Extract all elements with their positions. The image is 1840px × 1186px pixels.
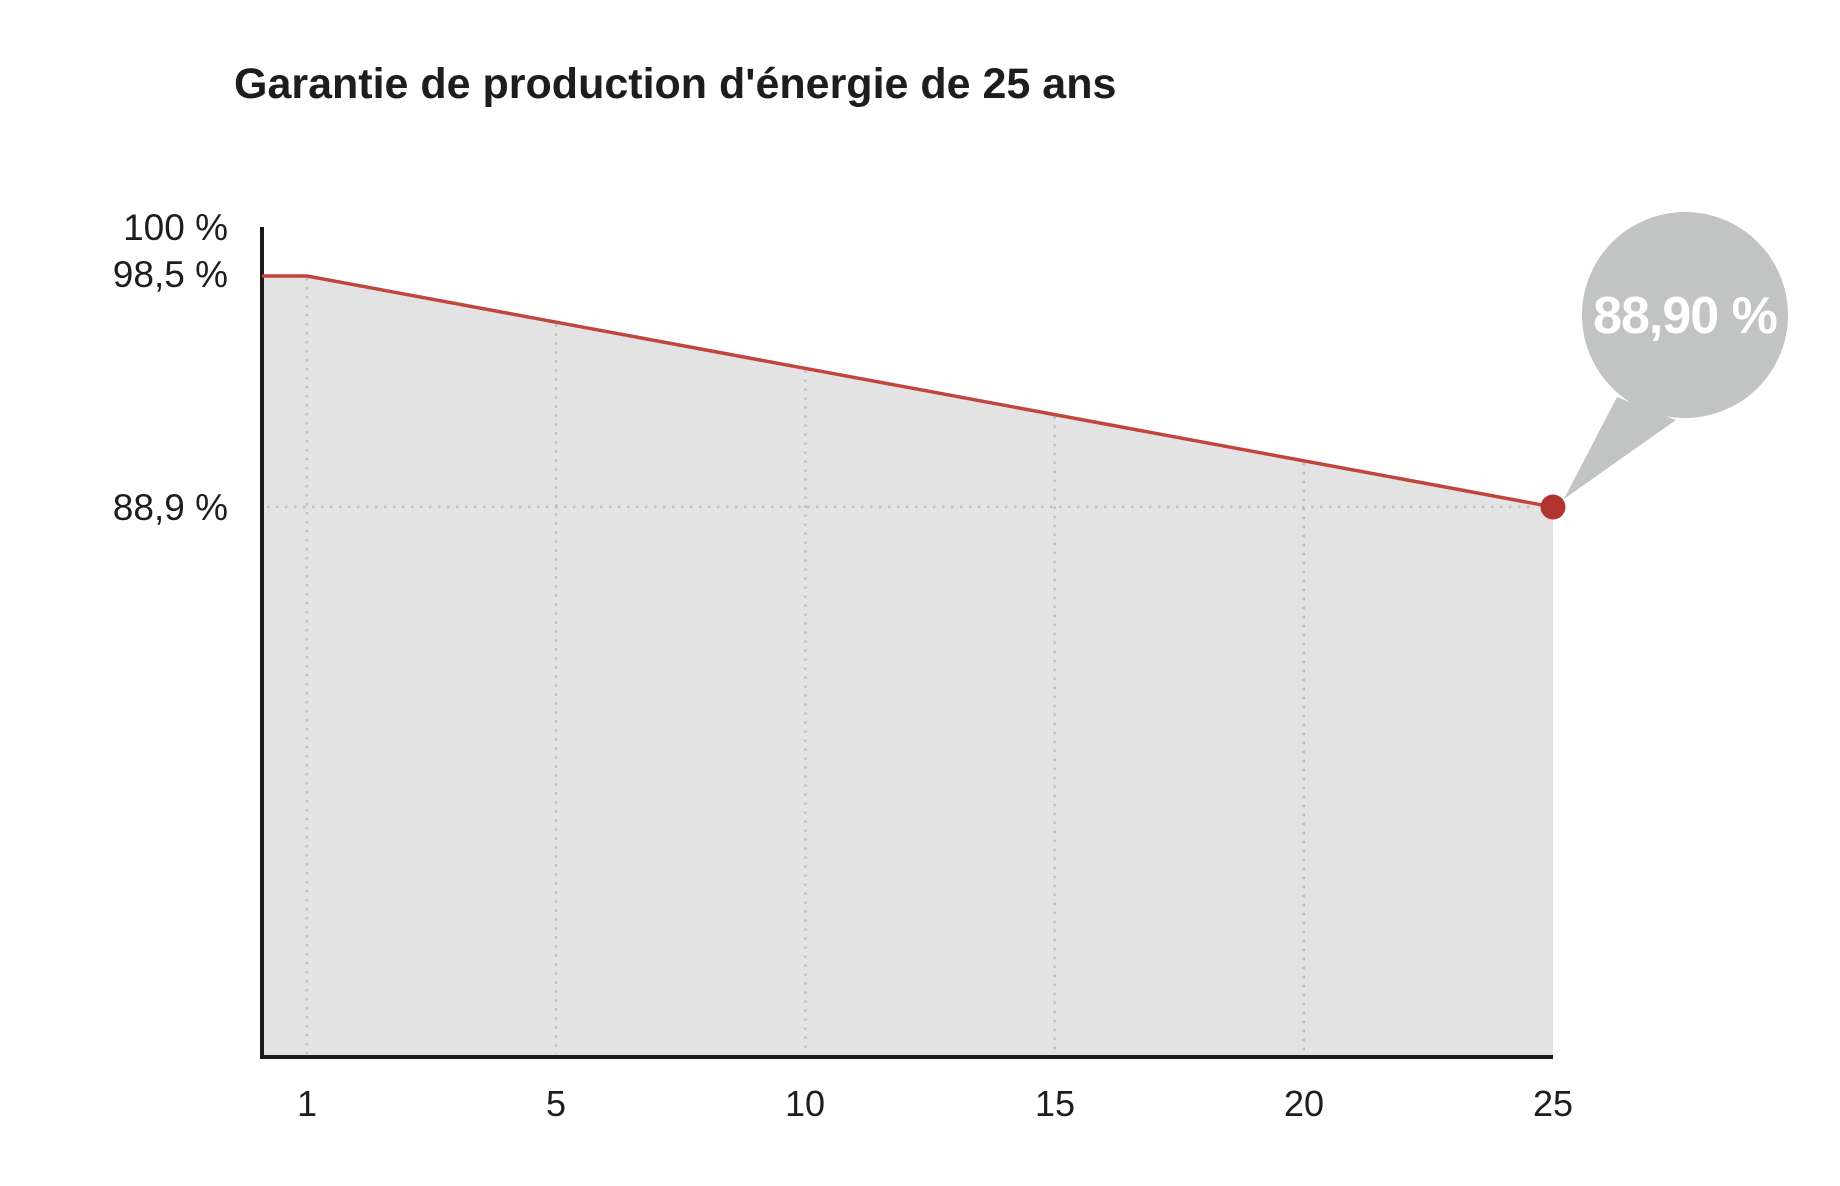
- callout-bubble: [1582, 212, 1788, 418]
- vertical-gridlines: [305, 278, 1306, 1054]
- x-tick-label-5: 5: [545, 1083, 567, 1124]
- end-point-dot: [1540, 494, 1566, 520]
- y-tick-label-88-9: 88,9 %: [112, 487, 228, 528]
- callout-tail: [1564, 397, 1676, 499]
- y-tick-label-100: 100 %: [123, 207, 228, 248]
- x-tick-label-25: 25: [1532, 1083, 1574, 1124]
- callout-value-label: 88,90 %: [1593, 287, 1778, 345]
- chart-title: Garantie de production d'énergie de 25 a…: [234, 60, 1117, 108]
- x-tick-label-10: 10: [784, 1083, 826, 1124]
- production-line: [262, 274, 1554, 509]
- area-fill: [262, 276, 1553, 1057]
- x-tick-label-1: 1: [296, 1083, 318, 1124]
- y-tick-label-98-5: 98,5 %: [112, 254, 228, 295]
- x-tick-label-15: 15: [1034, 1083, 1076, 1124]
- x-tick-label-20: 20: [1283, 1083, 1325, 1124]
